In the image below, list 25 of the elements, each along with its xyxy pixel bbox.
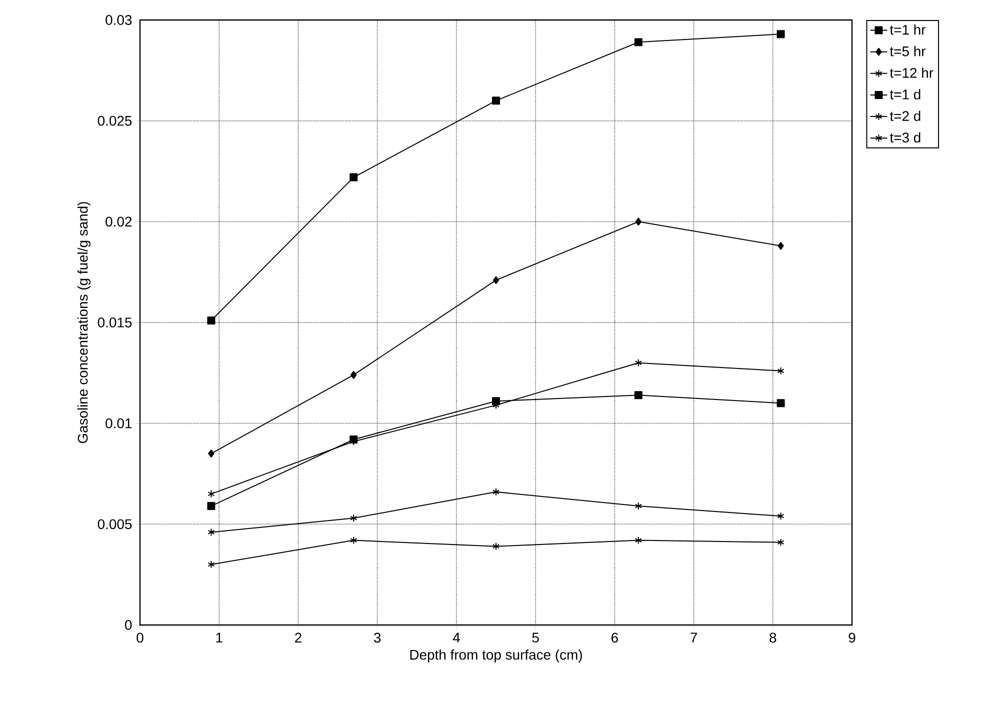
- y-tick-label: 0.015: [98, 318, 132, 328]
- y-tick-label: 0: [125, 620, 132, 630]
- legend-label: t=12 hr: [890, 68, 934, 78]
- x-tick-label: 7: [690, 632, 697, 642]
- x-tick-label: 0: [136, 632, 144, 643]
- y-tick-label: 0.025: [98, 116, 132, 126]
- y-tick-label: 0.03: [106, 15, 132, 25]
- legend-label: t=2 d: [890, 110, 920, 121]
- x-tick-label: 2: [295, 632, 302, 643]
- y-tick-label: 0.005: [98, 519, 132, 530]
- legend-label: t=3 d: [890, 132, 920, 143]
- x-tick-label: 8: [770, 632, 776, 643]
- x-tick-label: 3: [374, 632, 381, 643]
- x-tick-label: 5: [532, 632, 539, 643]
- y-tick-label: 0.02: [106, 216, 132, 227]
- x-axis-title: Depth from top surface (cm): [410, 649, 582, 662]
- y-tick-label: 0.01: [106, 418, 132, 428]
- x-tick-label: 6: [611, 632, 618, 643]
- x-tick-label: 9: [848, 632, 856, 643]
- x-tick-label: 1: [216, 632, 222, 642]
- legend-label: t=1 d: [890, 89, 920, 100]
- legend-label: t=1 hr: [890, 24, 926, 35]
- legend-label: t=5 hr: [890, 46, 926, 56]
- x-tick-label: 4: [452, 632, 460, 642]
- y-axis-title: Gasoline concentrations (g fuel/g sand): [77, 202, 90, 444]
